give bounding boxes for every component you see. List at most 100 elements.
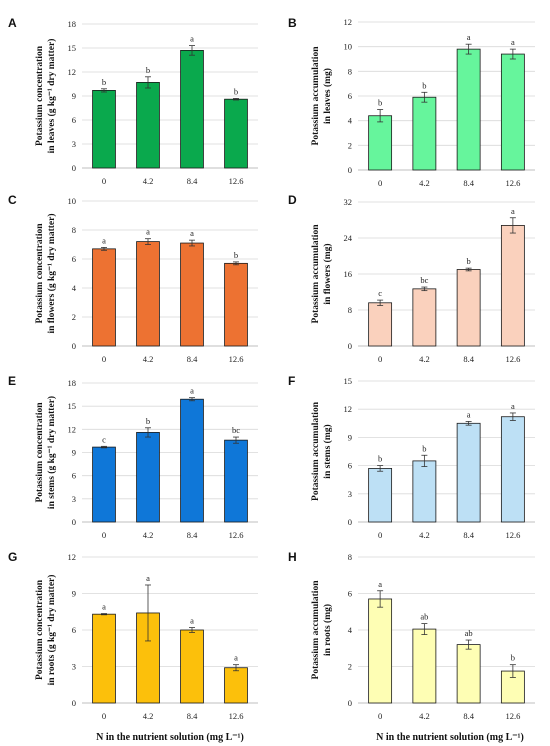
y-tick-label: 6: [72, 254, 76, 264]
x-tick-label: 8.4: [187, 176, 198, 186]
significance-letter: b: [378, 454, 382, 464]
y-axis-label: in leaves (mg): [322, 68, 333, 124]
y-tick-label: 6: [348, 589, 352, 599]
significance-letter: b: [422, 443, 426, 453]
y-tick-label: 8: [348, 552, 352, 562]
panel-tag: E: [8, 374, 16, 388]
y-tick-label: 32: [344, 197, 353, 207]
bar: [500, 224, 525, 347]
y-tick-label: 6: [72, 625, 76, 635]
significance-letter: b: [146, 416, 150, 426]
y-tick-label: 6: [348, 91, 352, 101]
panel-tag: F: [288, 374, 295, 388]
y-tick-label: 3: [348, 489, 352, 499]
significance-letter: b: [102, 77, 106, 87]
y-axis-label: Potassium accumulation: [311, 401, 321, 501]
y-tick-label: 15: [344, 376, 353, 386]
y-tick-label: 3: [72, 494, 76, 504]
bar: [412, 628, 437, 704]
y-axis-label: Potassium concentration: [35, 45, 45, 146]
significance-letter: ab: [465, 628, 473, 638]
y-tick-label: 0: [348, 341, 352, 351]
panel-e: E 0 3 6 9 12 15 18 Potassium concentration in ste…: [8, 374, 258, 540]
panel-h: H 0 2 4 6 8 Potassium accumulation in roots (mg…: [288, 550, 535, 721]
significance-letter: a: [467, 409, 471, 419]
significance-letter: bc: [420, 275, 428, 285]
significance-letter: a: [511, 206, 515, 216]
panel-tag: C: [8, 193, 17, 207]
bar: [224, 667, 248, 704]
bar: [92, 248, 116, 347]
x-tick-label: 4.2: [143, 530, 154, 540]
panel-b: B 0 2 4 6 8 10 12 Potassium accumulation in leave…: [288, 16, 535, 188]
significance-letter: bc: [232, 425, 240, 435]
y-axis-label: Potassium concentration: [35, 579, 45, 680]
y-axis-label: in roots (mg): [322, 604, 333, 656]
bar: [456, 48, 481, 171]
significance-letter: c: [378, 288, 382, 298]
significance-letter: b: [422, 80, 426, 90]
bar: [456, 422, 481, 523]
bar: [224, 439, 248, 523]
significance-letter: b: [234, 86, 238, 96]
bar: [136, 432, 160, 523]
x-tick-label: 12.6: [505, 178, 520, 188]
x-tick-label: 4.2: [419, 354, 430, 364]
bar: [92, 613, 116, 704]
significance-letter: b: [378, 98, 382, 108]
y-tick-label: 10: [68, 196, 77, 206]
x-tick-label: 8.4: [463, 530, 474, 540]
bar: [412, 288, 437, 347]
y-tick-label: 12: [68, 552, 77, 562]
y-tick-label: 8: [348, 305, 352, 315]
y-axis-label: in stems (g kg⁻¹ dry matter): [46, 396, 57, 509]
significance-letter: a: [102, 602, 106, 612]
panel-a: A 0 3 6 9 12 15 18 Potassium concentration in lea…: [8, 16, 258, 186]
y-tick-label: 9: [72, 448, 76, 458]
x-tick-label: 12.6: [229, 711, 244, 721]
bar: [180, 398, 204, 523]
y-tick-label: 9: [348, 432, 352, 442]
x-tick-label: 0: [102, 176, 106, 186]
bar: [136, 82, 160, 169]
bar: [180, 629, 204, 704]
bar: [180, 242, 204, 347]
y-tick-label: 6: [72, 115, 76, 125]
bar: [412, 96, 437, 171]
bar: [368, 598, 393, 704]
bar: [224, 98, 248, 169]
y-tick-label: 9: [72, 91, 76, 101]
bar: [500, 416, 525, 523]
y-axis-label: Potassium accumulation: [311, 46, 321, 146]
x-tick-label: 0: [378, 178, 382, 188]
y-axis-label: Potassium accumulation: [311, 580, 321, 680]
panel-tag: H: [288, 550, 297, 564]
significance-letter: a: [190, 386, 194, 396]
x-tick-label: 4.2: [419, 178, 430, 188]
x-tick-label: 0: [102, 354, 106, 364]
bar: [92, 446, 116, 523]
y-tick-label: 18: [68, 378, 77, 388]
significance-letter: a: [190, 34, 194, 44]
x-tick-label: 8.4: [187, 711, 198, 721]
significance-letter: c: [102, 434, 106, 444]
significance-letter: a: [146, 227, 150, 237]
y-tick-label: 0: [72, 341, 76, 351]
x-tick-label: 8.4: [463, 178, 474, 188]
x-tick-label: 12.6: [229, 530, 244, 540]
x-tick-label: 8.4: [187, 530, 198, 540]
y-tick-label: 0: [72, 163, 76, 173]
y-tick-label: 0: [348, 165, 352, 175]
bar: [456, 644, 481, 704]
y-tick-label: 6: [348, 461, 352, 471]
y-tick-label: 10: [344, 42, 353, 52]
y-tick-label: 0: [348, 517, 352, 527]
significance-letter: b: [146, 65, 150, 75]
y-tick-label: 15: [68, 401, 77, 411]
significance-letter: a: [467, 32, 471, 42]
significance-letter: b: [511, 653, 515, 663]
y-tick-label: 8: [348, 66, 352, 76]
x-tick-label: 0: [378, 711, 382, 721]
bar: [368, 468, 393, 523]
panel-g: G 0 3 6 9 12 Potassium concentration in roots (…: [8, 550, 258, 721]
